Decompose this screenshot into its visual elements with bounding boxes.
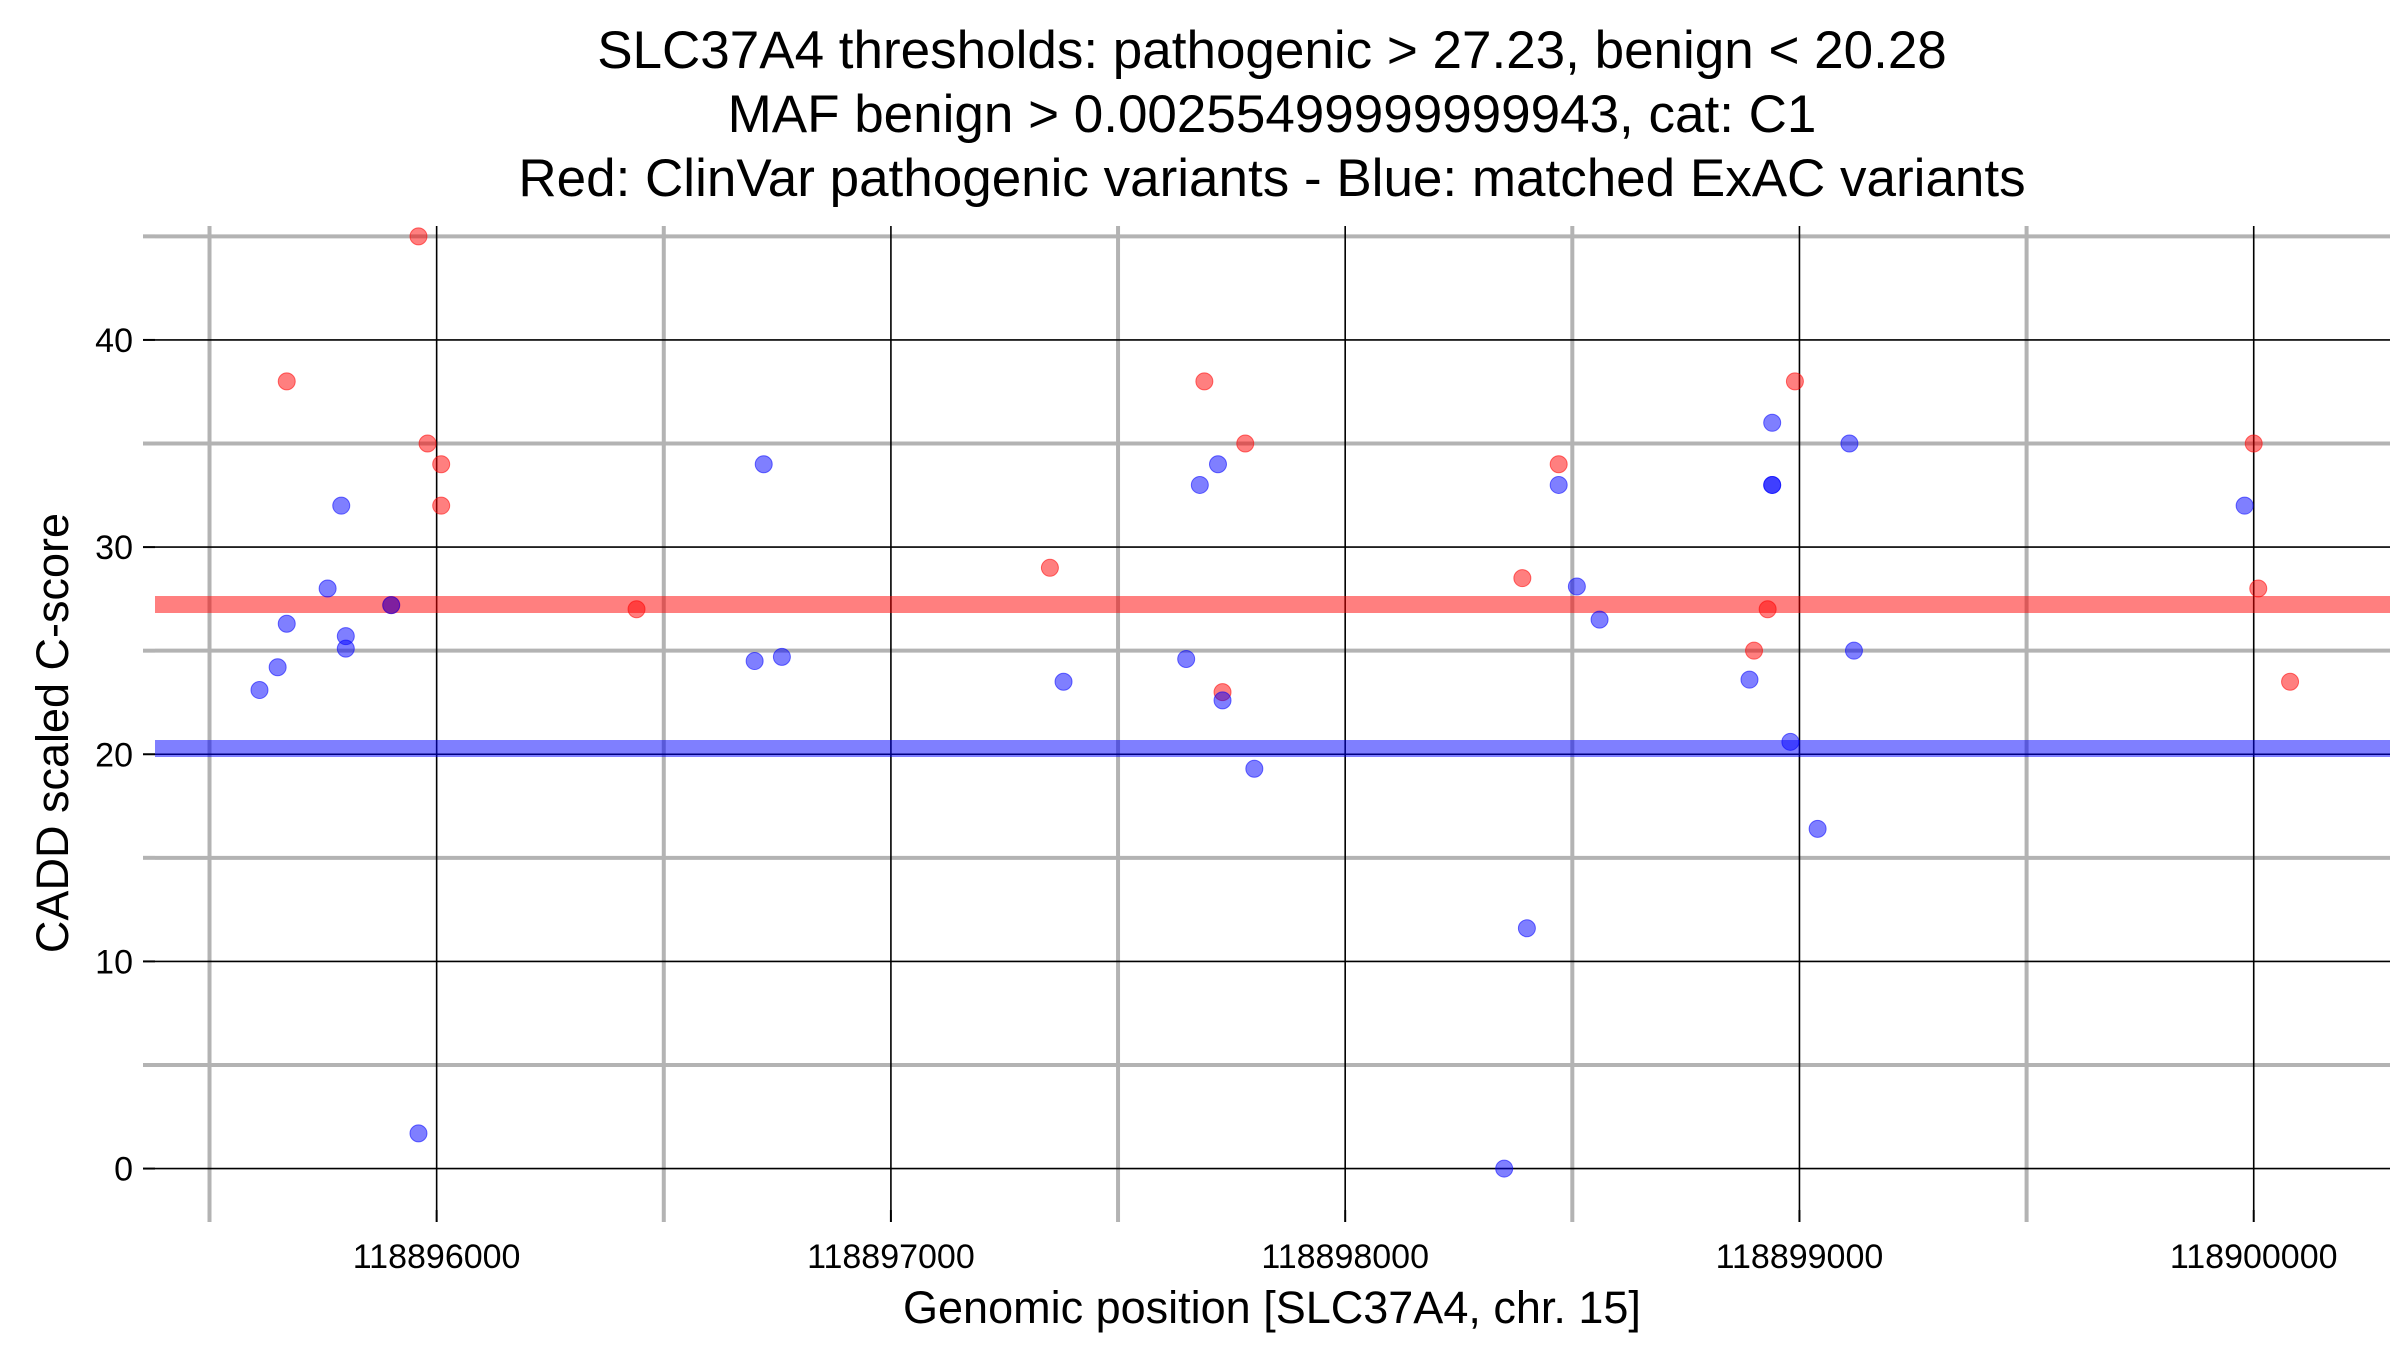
data-point <box>772 647 791 666</box>
axes: 118896000 118897000 118898000 118899000 1189… <box>95 234 2338 1276</box>
data-point <box>2281 672 2300 691</box>
series-clinvar-pathogenic <box>277 227 2300 702</box>
data-point <box>336 639 355 658</box>
data-point <box>277 614 296 633</box>
x-tick-label: 118897000 <box>807 1238 975 1276</box>
data-point <box>745 652 764 671</box>
data-point <box>1517 919 1536 938</box>
data-point <box>1040 558 1059 577</box>
data-point <box>318 579 337 598</box>
minor-gridlines <box>155 226 2390 1210</box>
data-point <box>1177 649 1196 668</box>
data-point <box>332 496 351 515</box>
data-point <box>1549 455 1568 474</box>
data-point <box>2235 496 2254 515</box>
y-tick-label: 0 <box>114 1151 133 1189</box>
data-point <box>1763 413 1782 432</box>
data-point <box>1758 600 1777 619</box>
y-tick-label: 10 <box>95 943 133 981</box>
x-tick-label: 118898000 <box>1261 1238 1429 1276</box>
x-tick-label: 118899000 <box>1716 1238 1884 1276</box>
data-point <box>1054 672 1073 691</box>
data-point <box>277 372 296 391</box>
x-tick-label: 118900000 <box>2170 1238 2338 1276</box>
data-point <box>268 658 287 677</box>
data-point <box>1245 759 1264 778</box>
x-axis-title: Genomic position [SLC37A4, chr. 15] <box>903 1282 1641 1333</box>
data-point <box>2249 579 2268 598</box>
data-point <box>1513 569 1532 588</box>
data-point <box>409 1124 428 1143</box>
threshold-lines <box>155 595 2390 757</box>
title-line-1: SLC37A4 thresholds: pathogenic > 27.23, … <box>597 21 1947 80</box>
data-point <box>1781 732 1800 751</box>
data-point <box>1495 1159 1514 1178</box>
data-point <box>1195 372 1214 391</box>
y-tick-label: 40 <box>95 322 133 360</box>
x-tick-label: 118896000 <box>353 1238 521 1276</box>
data-point <box>1844 641 1863 660</box>
chart-title: SLC37A4 thresholds: pathogenic > 27.23, … <box>518 21 2025 208</box>
data-point <box>1740 670 1759 689</box>
data-points <box>250 227 2300 1178</box>
major-gridlines <box>155 226 2390 1210</box>
y-axis-title: CADD scaled C-score <box>27 513 78 953</box>
data-point <box>1785 372 1804 391</box>
data-point <box>409 227 428 246</box>
data-point <box>1763 475 1782 494</box>
data-point <box>1567 577 1586 596</box>
y-tick-label: 30 <box>95 529 133 567</box>
data-point <box>1590 610 1609 629</box>
title-line-3: Red: ClinVar pathogenic variants - Blue:… <box>518 149 2025 208</box>
data-point <box>754 455 773 474</box>
y-tick-label: 20 <box>95 736 133 774</box>
data-point <box>627 600 646 619</box>
data-point <box>1808 819 1827 838</box>
data-point <box>1208 455 1227 474</box>
data-point <box>1549 475 1568 494</box>
series-exac-matched <box>250 413 2254 1178</box>
data-point <box>1236 434 1255 453</box>
data-point <box>418 434 437 453</box>
data-point <box>250 681 269 700</box>
title-line-2: MAF benign > 0.00255499999999943, cat: C… <box>728 85 1817 144</box>
data-point <box>432 496 451 515</box>
data-point <box>1190 475 1209 494</box>
data-point <box>1213 691 1232 710</box>
data-point <box>432 455 451 474</box>
data-point <box>2244 434 2263 453</box>
data-point <box>1840 434 1859 453</box>
data-point <box>1745 641 1764 660</box>
data-point <box>382 596 401 615</box>
